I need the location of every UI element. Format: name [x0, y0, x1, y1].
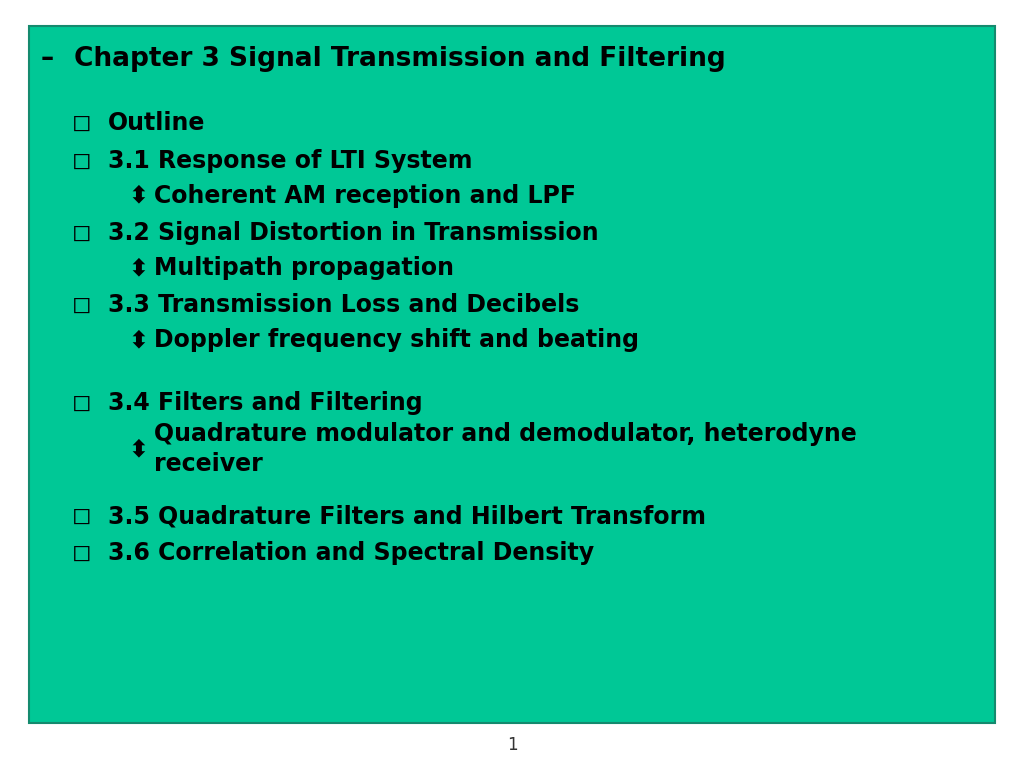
Text: ◻: ◻: [72, 541, 91, 565]
Text: 3.2 Signal Distortion in Transmission: 3.2 Signal Distortion in Transmission: [108, 220, 598, 245]
Text: ◻: ◻: [72, 504, 91, 528]
Text: ⬍: ⬍: [128, 256, 147, 280]
Text: ◻: ◻: [72, 149, 91, 174]
Text: Doppler frequency shift and beating: Doppler frequency shift and beating: [154, 328, 639, 353]
Text: 3.5 Quadrature Filters and Hilbert Transform: 3.5 Quadrature Filters and Hilbert Trans…: [108, 504, 706, 528]
Text: ◻: ◻: [72, 293, 91, 317]
Text: Outline: Outline: [108, 111, 205, 135]
Text: Chapter 3 Signal Transmission and Filtering: Chapter 3 Signal Transmission and Filter…: [74, 46, 725, 72]
Text: Quadrature modulator and demodulator, heterodyne
receiver: Quadrature modulator and demodulator, he…: [154, 422, 856, 476]
Text: ◻: ◻: [72, 220, 91, 245]
Text: ⬍: ⬍: [128, 184, 147, 208]
Text: 3.3 Transmission Loss and Decibels: 3.3 Transmission Loss and Decibels: [108, 293, 579, 317]
Text: 3.4 Filters and Filtering: 3.4 Filters and Filtering: [108, 391, 422, 415]
Text: –: –: [41, 46, 54, 72]
Text: Multipath propagation: Multipath propagation: [154, 256, 454, 280]
Text: ◻: ◻: [72, 391, 91, 415]
Text: 3.1 Response of LTI System: 3.1 Response of LTI System: [108, 149, 472, 174]
Text: ⬍: ⬍: [128, 328, 147, 353]
Text: Coherent AM reception and LPF: Coherent AM reception and LPF: [154, 184, 575, 208]
Text: ◻: ◻: [72, 111, 91, 135]
Text: ⬍: ⬍: [128, 437, 147, 462]
Text: 3.6 Correlation and Spectral Density: 3.6 Correlation and Spectral Density: [108, 541, 594, 565]
Text: 1: 1: [507, 736, 517, 754]
